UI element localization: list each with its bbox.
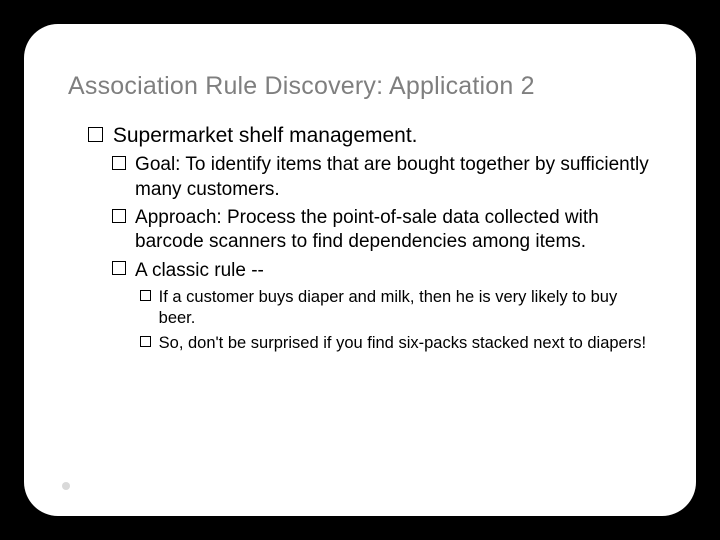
list-item: Supermarket shelf management. xyxy=(88,123,652,149)
square-bullet-icon xyxy=(140,287,159,330)
item-text: Goal: To identify items that are bought … xyxy=(135,153,652,202)
list-item: Goal: To identify items that are bought … xyxy=(112,153,652,202)
bullet-level-1: Supermarket shelf management. Goal: To i… xyxy=(68,123,652,354)
page-indicator-icon xyxy=(62,482,70,490)
bullet-level-2: Goal: To identify items that are bought … xyxy=(88,153,652,354)
item-text: Supermarket shelf management. xyxy=(113,123,652,149)
square-bullet-icon xyxy=(112,206,135,255)
square-bullet-icon xyxy=(112,153,135,202)
item-text: If a customer buys diaper and milk, then… xyxy=(159,287,652,330)
item-text: So, don't be surprised if you find six-p… xyxy=(159,333,652,354)
list-item: Approach: Process the point-of-sale data… xyxy=(112,206,652,255)
slide-frame: Association Rule Discovery: Application … xyxy=(24,24,696,516)
square-bullet-icon xyxy=(140,333,159,354)
slide-title: Association Rule Discovery: Application … xyxy=(68,72,652,101)
square-bullet-icon xyxy=(112,259,135,283)
bullet-level-3: If a customer buys diaper and milk, then… xyxy=(112,287,652,354)
list-item: So, don't be surprised if you find six-p… xyxy=(140,333,652,354)
item-text: A classic rule -- xyxy=(135,259,652,283)
list-item: If a customer buys diaper and milk, then… xyxy=(140,287,652,330)
list-item: A classic rule -- xyxy=(112,259,652,283)
square-bullet-icon xyxy=(88,123,113,149)
item-text: Approach: Process the point-of-sale data… xyxy=(135,206,652,255)
